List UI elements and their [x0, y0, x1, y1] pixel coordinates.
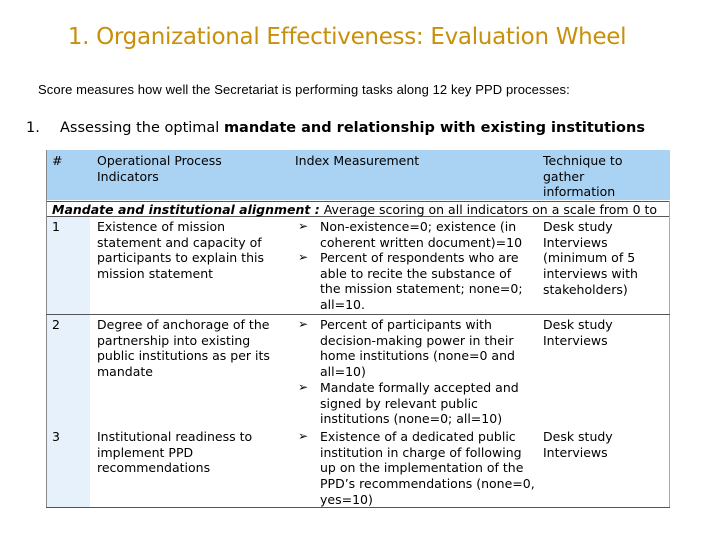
- row2-num: 2: [52, 317, 60, 332]
- row1-measure2: Percent of respondents who are able to r…: [320, 250, 523, 313]
- point-number: 1.: [26, 120, 40, 136]
- header-num: #: [52, 153, 63, 168]
- arrowhead-bullet-icon: ➢: [298, 380, 309, 394]
- number-column: [46, 217, 90, 508]
- row1-num: 1: [52, 219, 60, 234]
- point-text-bold: mandate and relationship with existing i…: [223, 120, 645, 136]
- point-text: Assessing the optimal: [60, 120, 220, 136]
- row1-technique: Desk study Interviews (minimum of 5 inte…: [543, 219, 638, 297]
- numbered-point: 1. Assessing the optimal mandate and rela…: [26, 120, 645, 136]
- header-technique: Technique to gather information: [543, 153, 623, 199]
- row3-num: 3: [52, 429, 60, 444]
- arrowhead-bullet-icon: ➢: [298, 250, 309, 264]
- page-title: 1. Organizational Effectiveness: Evaluat…: [67, 24, 627, 50]
- arrowhead-bullet-icon: ➢: [298, 219, 309, 233]
- row1-indicator: Existence of mission statement and capac…: [97, 219, 264, 282]
- header-indicators: Operational Process Indicators: [97, 153, 222, 184]
- row2-indicator: Degree of anchorage of the partnership i…: [97, 317, 270, 380]
- section-band: Mandate and institutional alignment : Av…: [46, 201, 670, 233]
- table-bottom-border: [46, 507, 670, 508]
- subtitle: Score measures how well the Secretariat …: [38, 82, 570, 97]
- row2-technique: Desk study Interviews: [543, 317, 613, 348]
- band-label: Mandate and institutional alignment :: [52, 202, 320, 217]
- table-header: [46, 150, 670, 200]
- row3-measure1: Existence of a dedicated public institut…: [320, 429, 535, 507]
- row2-measure2: Mandate formally accepted and signed by …: [320, 380, 519, 427]
- row3-technique: Desk study Interviews: [543, 429, 613, 460]
- table-left-border: [46, 150, 47, 508]
- header-index: Index Measurement: [295, 153, 420, 168]
- row3-indicator: Institutional readiness to implement PPD…: [97, 429, 253, 476]
- arrowhead-bullet-icon: ➢: [298, 317, 309, 331]
- arrowhead-bullet-icon: ➢: [298, 429, 309, 443]
- row-separator: [46, 314, 670, 315]
- row1-measure1: Non-existence=0; existence (in coherent …: [320, 219, 523, 250]
- evaluation-table: # Operational Process Indicators Index M…: [46, 150, 670, 508]
- row2-measure1: Percent of participants with decision-ma…: [320, 317, 515, 380]
- table-right-border: [669, 201, 670, 508]
